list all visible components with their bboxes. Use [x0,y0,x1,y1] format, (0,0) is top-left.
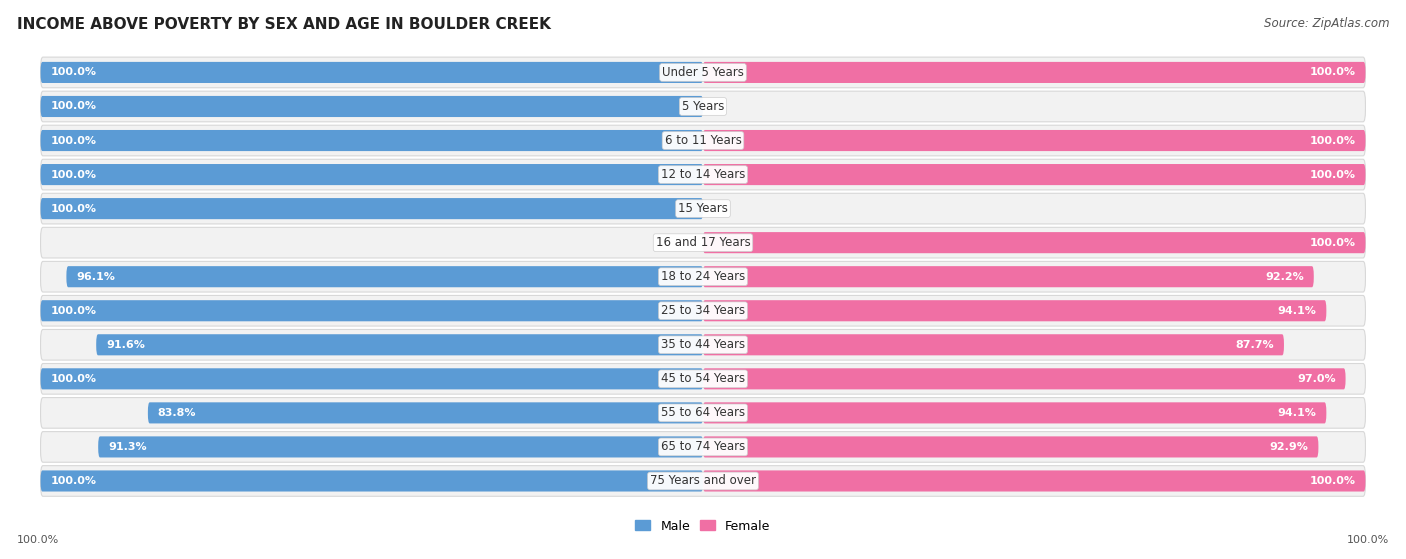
Legend: Male, Female: Male, Female [630,515,776,538]
Text: INCOME ABOVE POVERTY BY SEX AND AGE IN BOULDER CREEK: INCOME ABOVE POVERTY BY SEX AND AGE IN B… [17,17,551,32]
FancyBboxPatch shape [41,368,703,390]
FancyBboxPatch shape [703,300,1326,321]
FancyBboxPatch shape [703,130,1365,151]
Text: 18 to 24 Years: 18 to 24 Years [661,270,745,283]
Text: 100.0%: 100.0% [51,476,97,486]
FancyBboxPatch shape [96,334,703,356]
FancyBboxPatch shape [66,266,703,287]
Text: 12 to 14 Years: 12 to 14 Years [661,168,745,181]
FancyBboxPatch shape [41,363,1365,394]
FancyBboxPatch shape [41,96,703,117]
FancyBboxPatch shape [41,295,1365,326]
Text: 16 and 17 Years: 16 and 17 Years [655,236,751,249]
FancyBboxPatch shape [703,334,1284,356]
Text: 100.0%: 100.0% [51,203,97,214]
FancyBboxPatch shape [41,471,703,491]
Text: 45 to 54 Years: 45 to 54 Years [661,372,745,385]
FancyBboxPatch shape [41,198,703,219]
FancyBboxPatch shape [41,57,1365,88]
Text: 100.0%: 100.0% [1309,68,1355,78]
FancyBboxPatch shape [703,402,1326,423]
FancyBboxPatch shape [703,232,1365,253]
FancyBboxPatch shape [41,159,1365,190]
Text: 92.2%: 92.2% [1265,272,1303,282]
FancyBboxPatch shape [41,164,703,185]
Text: 100.0%: 100.0% [51,135,97,145]
FancyBboxPatch shape [703,368,1346,390]
FancyBboxPatch shape [41,329,1365,360]
FancyBboxPatch shape [41,125,1365,156]
FancyBboxPatch shape [41,262,1365,292]
Text: Under 5 Years: Under 5 Years [662,66,744,79]
Text: 94.1%: 94.1% [1278,408,1316,418]
FancyBboxPatch shape [703,164,1365,185]
FancyBboxPatch shape [703,437,1319,457]
FancyBboxPatch shape [703,266,1313,287]
Text: 55 to 64 Years: 55 to 64 Years [661,406,745,419]
FancyBboxPatch shape [703,62,1365,83]
Text: 100.0%: 100.0% [1309,135,1355,145]
Text: 94.1%: 94.1% [1278,306,1316,316]
Text: 100.0%: 100.0% [51,374,97,384]
Text: 65 to 74 Years: 65 to 74 Years [661,440,745,453]
Text: 92.9%: 92.9% [1270,442,1309,452]
Text: 15 Years: 15 Years [678,202,728,215]
Text: 75 Years and over: 75 Years and over [650,475,756,487]
Text: 91.6%: 91.6% [105,340,145,350]
FancyBboxPatch shape [41,397,1365,428]
FancyBboxPatch shape [148,402,703,423]
Text: 100.0%: 100.0% [1309,238,1355,248]
Text: 100.0%: 100.0% [51,102,97,111]
Text: 35 to 44 Years: 35 to 44 Years [661,338,745,351]
Text: 97.0%: 97.0% [1296,374,1336,384]
Text: 100.0%: 100.0% [51,306,97,316]
FancyBboxPatch shape [41,130,703,151]
FancyBboxPatch shape [98,437,703,457]
Text: 6 to 11 Years: 6 to 11 Years [665,134,741,147]
Text: 100.0%: 100.0% [17,535,59,545]
Text: 100.0%: 100.0% [1347,535,1389,545]
FancyBboxPatch shape [41,193,1365,224]
Text: 100.0%: 100.0% [1309,476,1355,486]
FancyBboxPatch shape [41,62,703,83]
Text: 25 to 34 Years: 25 to 34 Years [661,304,745,318]
FancyBboxPatch shape [41,228,1365,258]
FancyBboxPatch shape [41,432,1365,462]
Text: 100.0%: 100.0% [51,169,97,179]
Text: 100.0%: 100.0% [51,68,97,78]
Text: 96.1%: 96.1% [76,272,115,282]
FancyBboxPatch shape [703,471,1365,491]
Text: 87.7%: 87.7% [1236,340,1274,350]
Text: 100.0%: 100.0% [1309,169,1355,179]
Text: Source: ZipAtlas.com: Source: ZipAtlas.com [1264,17,1389,30]
Text: 83.8%: 83.8% [157,408,197,418]
FancyBboxPatch shape [41,91,1365,122]
FancyBboxPatch shape [41,466,1365,496]
FancyBboxPatch shape [41,300,703,321]
Text: 91.3%: 91.3% [108,442,146,452]
Text: 5 Years: 5 Years [682,100,724,113]
